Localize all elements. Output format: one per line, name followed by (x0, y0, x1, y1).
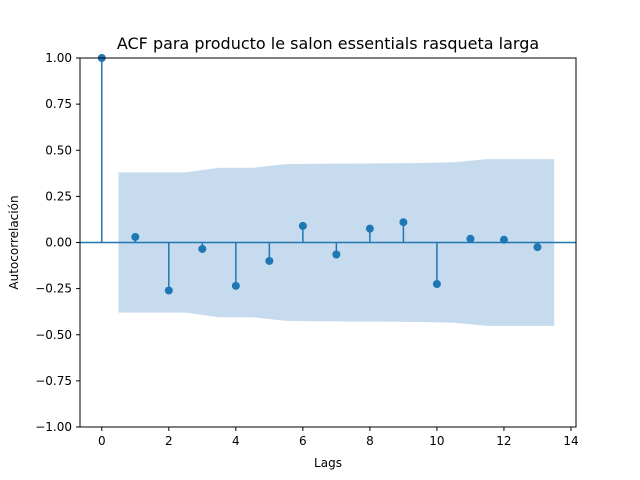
y-tick-label: −0.75 (35, 374, 72, 388)
acf-point-lag-6 (298, 221, 307, 230)
acf-point-lag-12 (499, 235, 508, 244)
y-tick-label: 0.25 (45, 189, 72, 203)
y-tick-label: −0.25 (35, 282, 72, 296)
x-tick-label: 10 (429, 434, 444, 448)
x-tick-layer: 0 2 4 6 8 10 12 14 (98, 427, 579, 448)
acf-point-lag-7 (332, 250, 341, 259)
acf-point-lag-2 (164, 286, 173, 295)
y-tick-label: 0.00 (45, 236, 72, 250)
x-axis-label: Lags (314, 456, 342, 470)
x-tick-label: 2 (165, 434, 173, 448)
acf-point-lag-9 (399, 218, 408, 227)
stem-layer (97, 54, 542, 295)
acf-point-lag-10 (432, 280, 441, 289)
y-tick-label: 0.50 (45, 143, 72, 157)
acf-point-lag-5 (265, 256, 274, 265)
chart-title: ACF para producto le salon essentials ra… (117, 34, 539, 53)
y-tick-label: −0.50 (35, 328, 72, 342)
y-tick-layer: −1.00 −0.75 −0.50 −0.25 0.00 0.25 0.50 0.75 1.00 (35, 51, 80, 434)
x-tick-label: 4 (232, 434, 240, 448)
x-tick-label: 14 (563, 434, 578, 448)
acf-point-lag-1 (131, 232, 140, 241)
y-tick-label: −1.00 (35, 420, 72, 434)
x-tick-label: 8 (366, 434, 374, 448)
acf-point-lag-11 (466, 234, 475, 243)
x-tick-label: 0 (98, 434, 106, 448)
y-axis-label: Autocorrelación (7, 195, 21, 289)
x-tick-label: 6 (299, 434, 307, 448)
x-tick-label: 12 (496, 434, 511, 448)
y-tick-label: 1.00 (45, 51, 72, 65)
acf-point-lag-8 (365, 224, 374, 233)
acf-point-lag-4 (231, 281, 240, 290)
acf-point-lag-3 (198, 244, 207, 253)
acf-point-lag-13 (533, 243, 542, 252)
y-tick-label: 0.75 (45, 97, 72, 111)
